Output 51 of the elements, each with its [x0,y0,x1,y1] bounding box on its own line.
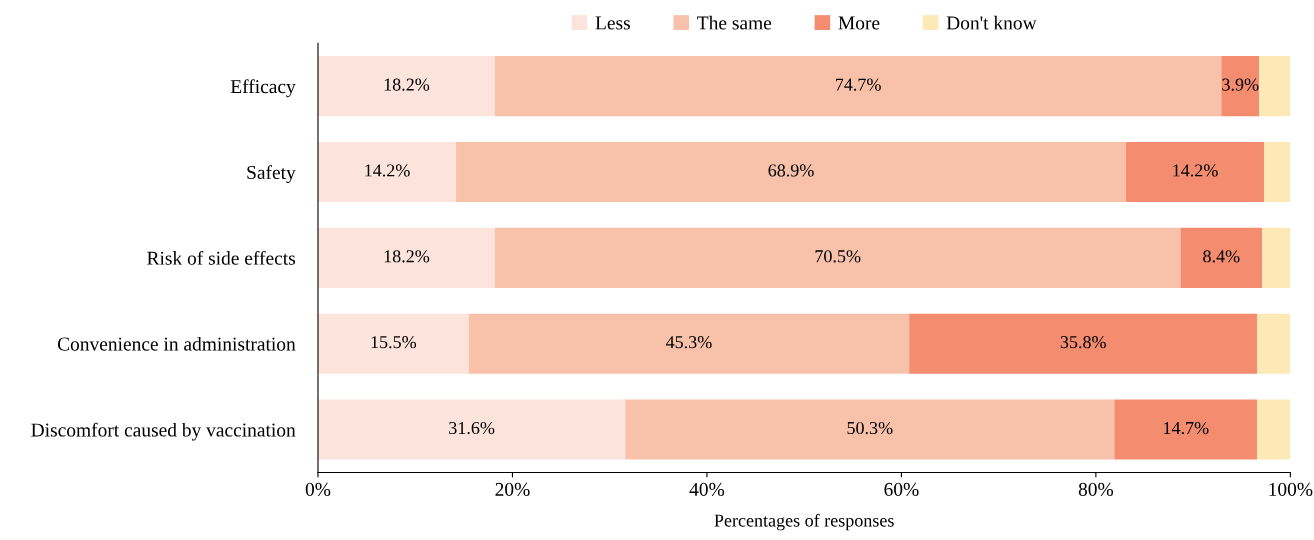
bar [1114,399,1258,460]
data-label: 18.2% [384,78,430,91]
bar [317,227,495,288]
bar [456,141,1127,203]
data-label: 45.3% [665,336,712,349]
bar [317,56,495,117]
x-tick-label: 100% [1269,482,1313,496]
bar [494,227,1181,288]
x-axis-title: Percentages of responses [714,513,894,531]
data-label: 14.7% [1164,421,1209,435]
bar [1257,313,1291,374]
bar [468,313,910,374]
data-label: 70.5% [815,250,861,263]
y-tick-label: Safety [247,165,296,184]
data-label: 74.7% [836,78,881,91]
bar [1221,56,1260,117]
x-tick-label: 0% [305,482,331,496]
data-label: 3.9% [1222,78,1259,91]
legend-label: Less [595,16,630,30]
bar [909,313,1258,374]
y-tick-label: Risk of side effects [147,250,296,265]
x-tick-label: 80% [1078,482,1114,496]
bar [494,56,1222,117]
bar [1264,141,1291,203]
y-tick-label: Discomfort caused by vaccination [31,422,296,441]
bar [1259,56,1291,117]
x-tick-label: 40% [689,482,725,496]
data-label: 31.6% [449,421,495,435]
y-tick-label: Convenience in administration [57,336,296,351]
x-tick-label: 60% [884,482,919,496]
legend-label: Don't know [946,15,1037,30]
bar [317,141,457,203]
legend-label: More [838,16,880,30]
bar [1180,227,1263,288]
data-label: 68.9% [768,164,814,177]
bar [317,313,469,374]
data-label: 35.8% [1060,336,1106,349]
bar [1257,399,1291,460]
bar [1262,227,1291,288]
bar [1126,141,1265,203]
bar [317,399,626,460]
data-label: 14.2% [1173,164,1218,177]
data-label: 15.5% [371,336,417,349]
data-label: 18.2% [384,250,430,263]
data-label: 8.4% [1203,250,1240,263]
legend-label: The same [697,15,772,30]
x-tick-label: 20% [495,482,530,496]
data-label: 50.3% [847,421,893,435]
data-label: 14.2% [365,164,410,177]
bar [625,399,1115,460]
y-tick-label: Efficacy [230,79,296,98]
